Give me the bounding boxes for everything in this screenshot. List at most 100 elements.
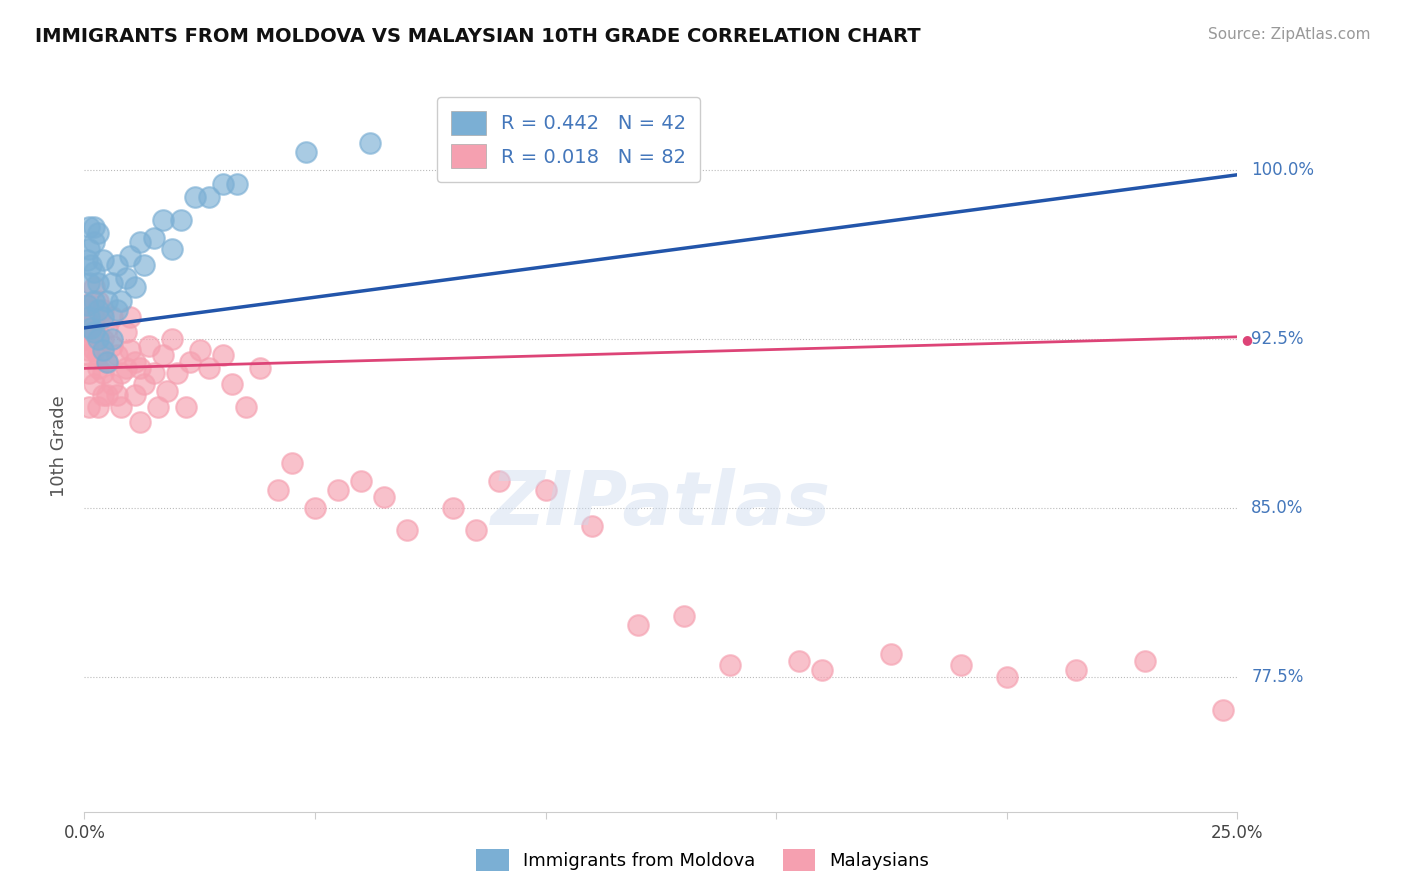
Point	[77, 302, 100, 317]
Point	[120, 249, 142, 263]
Point	[160, 242, 183, 256]
Point	[87, 227, 110, 241]
Point	[281, 456, 304, 470]
Point	[83, 343, 105, 358]
Point	[83, 293, 105, 308]
Text: ●: ●	[1241, 333, 1253, 345]
Point	[87, 332, 110, 346]
Point	[350, 474, 373, 488]
Point	[138, 339, 160, 353]
Point	[198, 190, 221, 204]
Point	[83, 310, 105, 324]
Point	[198, 361, 221, 376]
Point	[101, 339, 124, 353]
Text: IMMIGRANTS FROM MOLDOVA VS MALAYSIAN 10TH GRADE CORRELATION CHART: IMMIGRANTS FROM MOLDOVA VS MALAYSIAN 10T…	[35, 27, 921, 45]
Point	[101, 276, 124, 290]
Point	[91, 388, 114, 402]
Point	[76, 332, 98, 346]
Point	[91, 302, 114, 317]
Point	[77, 219, 100, 234]
Point	[87, 326, 110, 340]
Point	[77, 400, 100, 414]
Point	[96, 354, 118, 368]
Point	[91, 310, 114, 324]
Point	[718, 658, 741, 673]
Point	[534, 483, 557, 497]
Point	[77, 366, 100, 380]
Point	[83, 377, 105, 392]
Point	[83, 264, 105, 278]
Point	[134, 377, 156, 392]
Point	[142, 231, 165, 245]
Point	[160, 332, 183, 346]
Point	[152, 212, 174, 227]
Point	[294, 145, 316, 160]
Point	[115, 271, 138, 285]
Point	[77, 348, 100, 362]
Point	[87, 302, 110, 317]
Point	[115, 361, 138, 376]
Point	[787, 654, 810, 668]
Point	[105, 258, 128, 272]
Point	[949, 658, 972, 673]
Point	[174, 400, 197, 414]
Point	[221, 377, 243, 392]
Point	[76, 298, 98, 312]
Point	[304, 500, 326, 515]
Point	[80, 321, 103, 335]
Point	[441, 500, 464, 515]
Point	[83, 326, 105, 340]
Point	[101, 377, 124, 392]
Point	[396, 524, 419, 538]
Point	[1133, 654, 1156, 668]
Point	[110, 400, 132, 414]
Point	[96, 321, 118, 335]
Point	[110, 293, 132, 308]
Point	[101, 310, 124, 324]
Point	[80, 258, 103, 272]
Point	[87, 361, 110, 376]
Point	[77, 310, 100, 324]
Point	[87, 348, 110, 362]
Point	[1212, 703, 1234, 717]
Point	[110, 366, 132, 380]
Point	[83, 235, 105, 250]
Point	[373, 490, 395, 504]
Point	[87, 276, 110, 290]
Text: Source: ZipAtlas.com: Source: ZipAtlas.com	[1208, 27, 1371, 42]
Point	[211, 177, 233, 191]
Point	[115, 326, 138, 340]
Point	[1064, 663, 1087, 677]
Point	[91, 332, 114, 346]
Point	[225, 177, 247, 191]
Text: 85.0%: 85.0%	[1251, 499, 1303, 516]
Point	[326, 483, 349, 497]
Point	[142, 366, 165, 380]
Point	[179, 354, 201, 368]
Point	[120, 310, 142, 324]
Legend: Immigrants from Moldova, Malaysians: Immigrants from Moldova, Malaysians	[470, 842, 936, 879]
Point	[83, 280, 105, 294]
Point	[101, 332, 124, 346]
Point	[124, 388, 146, 402]
Legend: R = 0.442   N = 42, R = 0.018   N = 82: R = 0.442 N = 42, R = 0.018 N = 82	[437, 97, 700, 182]
Point	[77, 242, 100, 256]
Point	[465, 524, 488, 538]
Point	[672, 608, 695, 623]
Point	[77, 276, 100, 290]
Point	[146, 400, 169, 414]
Point	[77, 343, 100, 358]
Point	[80, 326, 103, 340]
Point	[105, 302, 128, 317]
Point	[128, 235, 150, 250]
Point	[120, 343, 142, 358]
Point	[91, 253, 114, 268]
Point	[105, 388, 128, 402]
Point	[581, 519, 603, 533]
Point	[188, 343, 211, 358]
Point	[995, 670, 1018, 684]
Point	[249, 361, 271, 376]
Point	[184, 190, 207, 204]
Point	[91, 366, 114, 380]
Point	[105, 348, 128, 362]
